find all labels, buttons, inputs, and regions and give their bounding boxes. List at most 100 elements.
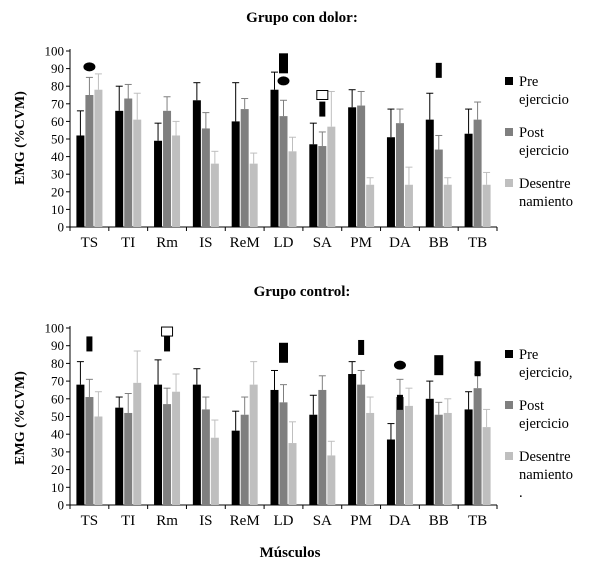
category-label-pm: PM: [350, 235, 372, 251]
bar-ld-s2: [279, 402, 288, 505]
significance-square-marker: [316, 90, 329, 100]
bar-bb-s2: [434, 414, 443, 505]
bar-sa-s1: [309, 414, 318, 505]
bar-bb-s3: [443, 412, 452, 505]
y-tick-label: 50: [51, 409, 64, 424]
bar-rm-s2: [163, 404, 172, 505]
category-label-da: DA: [389, 235, 411, 251]
bar-rem-s2: [240, 109, 249, 227]
significance-bar-marker: [164, 336, 171, 352]
bar-rem-s1: [231, 121, 240, 227]
category-label-bb: BB: [429, 235, 449, 251]
bar-rm-s3: [172, 391, 181, 505]
significance-square-marker: [161, 326, 174, 337]
y-tick-label: 20: [51, 184, 64, 199]
y-tick-label: 90: [51, 61, 64, 76]
bar-sa-s2: [318, 389, 327, 505]
bar-is-s1: [192, 100, 201, 227]
bar-bb-s1: [425, 119, 434, 227]
bar-rem-s3: [249, 163, 258, 227]
category-label-pm: PM: [350, 513, 372, 529]
category-label-is: IS: [199, 235, 212, 251]
chart-panel-pain-group: Grupo con dolor: EMG (%CVM) 0 10 20 30 40 50 6…: [13, 10, 573, 251]
significance-dot-marker: [277, 76, 290, 86]
bar-ti-s2: [124, 412, 133, 505]
legend-label-s1: ejercicio,: [519, 365, 573, 381]
x-axis-label: Músculos: [260, 545, 321, 561]
significance-bar-marker: [319, 101, 326, 117]
legend-label-s2: Post: [519, 125, 544, 141]
bar-ti-s3: [133, 382, 142, 505]
significance-bar-marker: [434, 355, 444, 376]
legend-swatch-s3: [505, 179, 513, 187]
y-axis-label: EMG (%CVM): [13, 91, 28, 185]
category-label-ld: LD: [274, 513, 294, 529]
bar-da-s1: [386, 439, 395, 505]
significance-bar-marker: [474, 361, 481, 377]
bar-is-s3: [210, 163, 219, 227]
bar-ld-s1: [270, 89, 279, 227]
legend-swatch-s2: [505, 128, 513, 136]
bar-rm-s1: [154, 384, 163, 505]
y-tick-label: 50: [51, 132, 64, 147]
category-label-tb: TB: [468, 235, 487, 251]
significance-bar-marker: [358, 339, 365, 355]
bar-ld-s1: [270, 389, 279, 505]
y-tick-label: 70: [51, 374, 64, 389]
legend-swatch-s3: [505, 452, 513, 460]
category-label-sa: SA: [313, 513, 332, 529]
legend-label-s3: namiento: [519, 194, 573, 210]
y-tick-label: 100: [45, 321, 65, 336]
legend-label-s2: Post: [519, 398, 544, 414]
bar-bb-s2: [434, 149, 443, 227]
bar-ld-s3: [288, 443, 297, 505]
y-tick-label: 80: [51, 79, 64, 94]
significance-bar-marker: [435, 62, 442, 78]
bar-tb-s2: [473, 119, 482, 227]
y-tick-label: 10: [51, 480, 64, 495]
y-tick-label: 60: [51, 114, 64, 129]
y-tick-label: 0: [58, 498, 65, 513]
bar-tb-s3: [482, 427, 491, 505]
legend-swatch-s1: [505, 77, 513, 85]
bar-rem-s3: [249, 384, 258, 505]
bar-sa-s3: [327, 126, 336, 227]
bar-bb-s3: [443, 184, 452, 227]
significance-bar-marker: [279, 342, 288, 363]
y-tick-label: 60: [51, 391, 64, 406]
category-label-ti: TI: [121, 235, 135, 251]
category-label-rem: ReM: [230, 235, 260, 251]
bar-rem-s2: [240, 414, 249, 505]
bar-da-s2: [395, 123, 404, 227]
bar-pm-s3: [366, 412, 375, 505]
category-label-rem: ReM: [230, 513, 260, 529]
legend-label-s2: ejercicio: [519, 143, 569, 159]
bar-da-s2: [395, 397, 404, 505]
significance-bar-marker: [396, 394, 403, 410]
bar-is-s3: [210, 437, 219, 505]
bar-rm-s2: [163, 110, 172, 227]
significance-dot-marker: [83, 62, 96, 72]
bar-tb-s2: [473, 388, 482, 505]
bar-ti-s1: [115, 110, 124, 227]
bar-rm-s3: [172, 135, 181, 227]
category-label-ti: TI: [121, 513, 135, 529]
category-label-ts: TS: [81, 513, 99, 529]
category-label-tb: TB: [468, 513, 487, 529]
bar-ts-s2: [85, 95, 94, 227]
y-tick-label: 30: [51, 167, 64, 182]
category-label-ld: LD: [274, 235, 294, 251]
category-label-rm: Rm: [156, 513, 178, 529]
category-label-da: DA: [389, 513, 411, 529]
bar-ti-s2: [124, 98, 133, 228]
legend-label-s3: Desentre: [519, 449, 571, 465]
bar-da-s3: [404, 184, 413, 227]
y-tick-label: 30: [51, 444, 64, 459]
bar-rem-s1: [231, 430, 240, 505]
chart-title: Grupo con dolor:: [246, 10, 358, 26]
bar-ts-s2: [85, 397, 94, 505]
bar-is-s1: [192, 384, 201, 505]
category-label-is: IS: [199, 513, 212, 529]
bar-pm-s3: [366, 184, 375, 227]
bar-is-s2: [201, 128, 210, 227]
